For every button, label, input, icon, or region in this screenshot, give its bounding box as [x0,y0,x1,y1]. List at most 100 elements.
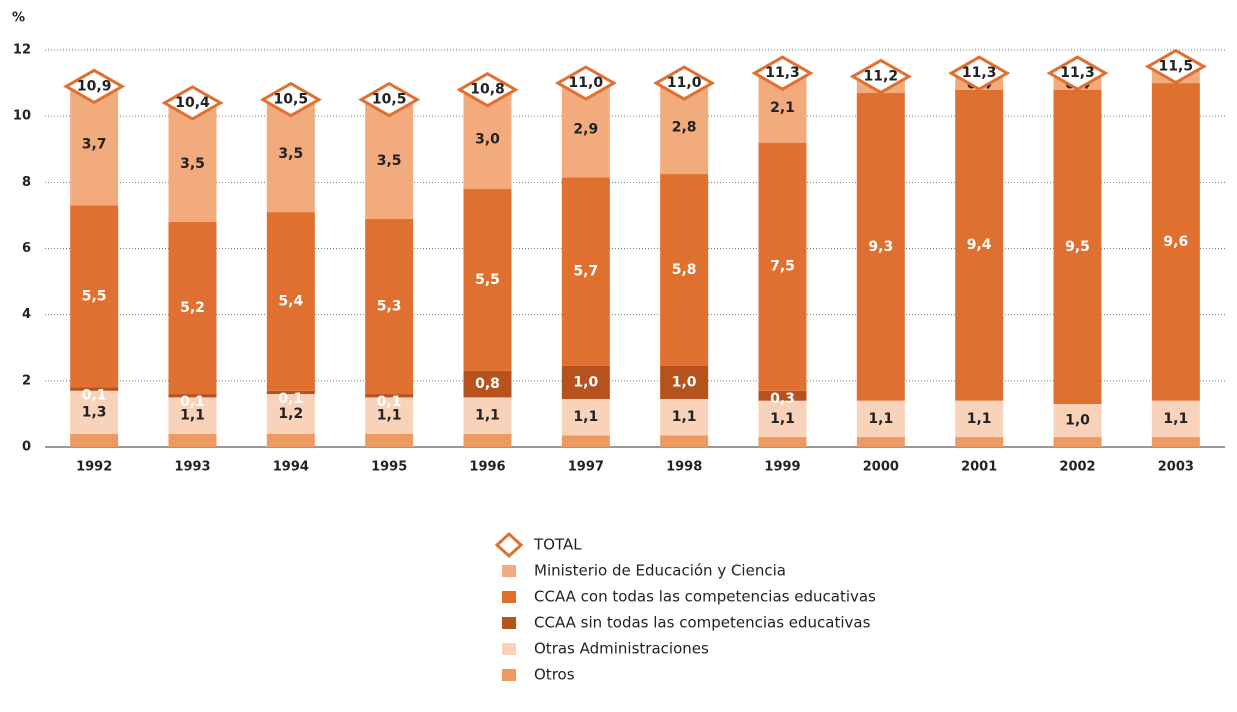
total-label: 11,2 [864,68,899,84]
data-label: 3,7 [82,136,107,152]
data-label: 7,5 [770,259,795,275]
total-label: 10,5 [274,92,309,108]
total-label: 11,3 [765,65,800,81]
data-label: 1,1 [180,408,205,424]
total-label: 11,0 [569,75,604,91]
data-label: 1,1 [1163,411,1188,427]
bar-segment [365,102,414,219]
data-label: 3,0 [475,131,500,147]
data-label: 5,5 [82,288,107,304]
data-label: 0,3 [770,391,795,407]
data-label: 1,1 [475,408,500,424]
total-marker [653,65,716,101]
bar-segment [266,433,315,447]
x-tick-label: 1997 [568,460,604,475]
y-axis-label: % [12,11,25,26]
data-label: 5,8 [672,262,697,278]
data-label: 1,1 [967,411,992,427]
bar-segment [463,370,512,398]
total-label: 10,9 [77,78,112,94]
bar-segment [955,400,1004,438]
x-tick-label: 1998 [666,460,702,475]
legend-label: Otros [534,666,575,684]
bar-segment [660,174,709,366]
bar-segment [168,106,217,223]
bar-segment [758,400,807,438]
legend-label: CCAA sin todas las competencias educativ… [534,614,871,632]
bar-segment [168,394,217,398]
data-label: 9,4 [967,237,992,253]
bar-segment [463,188,512,371]
total-marker [1046,55,1109,91]
bar-segment [1151,437,1200,447]
bar-segment [266,390,315,395]
y-tick-label: 0 [22,440,31,455]
data-label: 3,5 [180,156,205,172]
legend-swatch [502,669,516,681]
bar-segment [1053,89,1102,404]
data-label: 1,0 [1065,413,1090,429]
data-label: 1,1 [770,411,795,427]
total-marker [849,58,912,95]
bar-segment [168,397,217,434]
bar-segment [168,433,217,447]
data-label: 1,1 [377,408,402,424]
bar-segment [365,433,414,447]
bar-segment [758,437,807,447]
y-tick-label: 10 [13,109,31,124]
legend-swatch [502,565,516,577]
x-tick-label: 1999 [764,460,800,475]
x-tick-label: 2001 [961,460,997,475]
total-marker [948,55,1011,91]
total-label: 10,4 [175,95,210,111]
total-label: 11,3 [962,65,997,81]
x-tick-label: 1994 [273,460,309,475]
data-label: 0,1 [377,394,402,410]
legend-label: TOTAL [533,536,582,554]
y-tick-label: 4 [22,307,31,322]
total-marker [358,81,421,118]
bar-segment [758,390,807,401]
total-marker [1144,48,1207,85]
data-label: 5,3 [377,298,402,314]
bar-segment [1151,83,1200,401]
total-label: 11,3 [1060,65,1095,81]
data-label: 9,6 [1163,234,1188,250]
data-label: 1,1 [672,409,697,425]
total-marker [456,71,519,108]
bar-segment [266,394,315,434]
bar-segment [70,433,119,447]
legend-swatch [494,531,524,559]
x-tick-label: 1996 [469,460,505,475]
data-label: 1,0 [573,374,598,390]
data-label: 5,2 [180,300,205,316]
data-label: 0,1 [180,394,205,410]
total-marker [751,55,814,91]
data-label: 0,1 [82,387,107,403]
bar-segment [70,390,119,434]
data-label: 2,1 [770,100,795,116]
x-tick-label: 2003 [1158,460,1194,475]
bar-segment [955,437,1004,447]
bar-segment [70,387,119,391]
bar-segment [1053,403,1102,438]
bar-segment [365,218,414,395]
data-label: 3,5 [377,153,402,169]
legend-label: Otras Administraciones [534,640,709,658]
x-tick-label: 2002 [1059,460,1095,475]
bar-segment [463,433,512,447]
bar-segment [365,397,414,434]
x-tick-label: 1995 [371,460,407,475]
data-label: 3,5 [278,146,303,162]
bar-segment [168,222,217,395]
y-tick-label: 8 [22,175,31,190]
data-label: 0,8 [475,376,500,392]
data-label: 1,0 [672,374,697,390]
bar-segment [561,435,610,447]
x-tick-label: 1993 [174,460,210,475]
legend-label: Ministerio de Educación y Ciencia [534,562,786,580]
y-tick-label: 6 [22,241,31,256]
y-tick-label: 2 [22,373,31,388]
bar-segment [758,142,807,391]
total-marker [161,85,224,121]
